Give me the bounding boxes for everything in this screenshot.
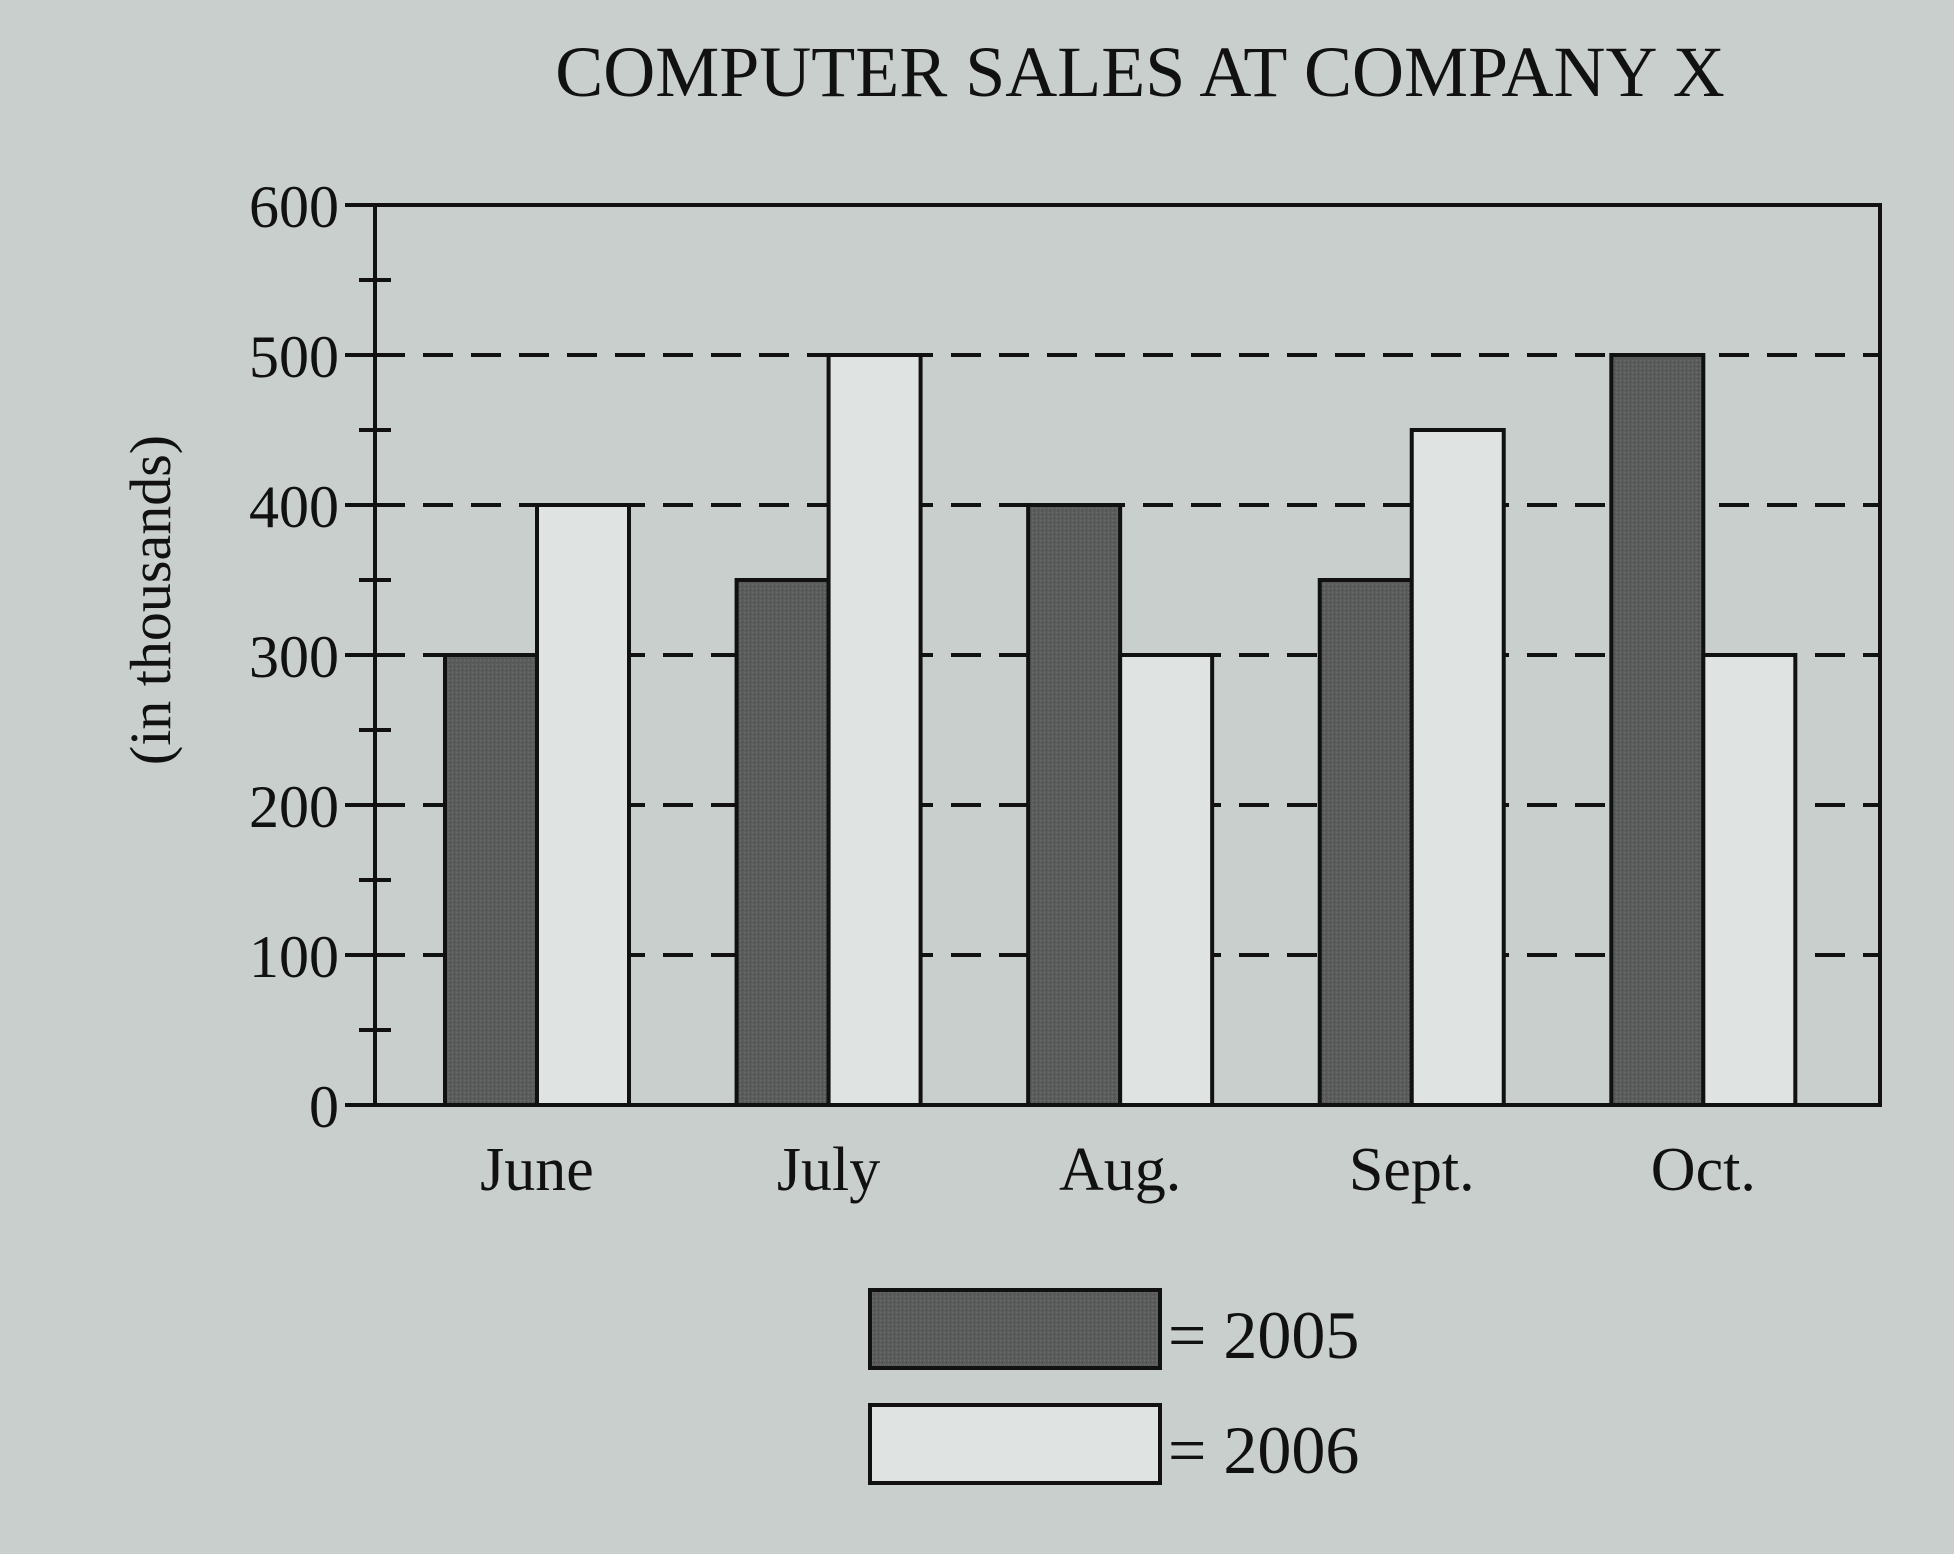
y-tick-label-500: 500 — [249, 324, 339, 390]
bars — [443, 353, 1798, 1107]
bar-2005-sept — [1317, 578, 1414, 1107]
bar-2005-july — [734, 578, 831, 1107]
y-tick-label-200: 200 — [249, 774, 339, 840]
y-tick-label-0: 0 — [309, 1074, 339, 1140]
bar-2006-aug — [1118, 653, 1215, 1107]
bar-2006-june — [535, 503, 631, 1107]
legend: = 2005 = 2006 — [868, 1288, 1359, 1488]
legend-swatch-2005 — [868, 1288, 1162, 1370]
y-axis-label: (in thousands) — [118, 435, 183, 765]
chart-title: COMPUTER SALES AT COMPANY X — [555, 32, 1725, 112]
legend-label-2006: = 2006 — [1168, 1412, 1359, 1488]
legend-swatch-2006 — [868, 1403, 1162, 1485]
y-tick-label-600: 600 — [249, 174, 339, 240]
x-label-july: July — [777, 1136, 880, 1204]
bar-2005-aug — [1026, 503, 1123, 1107]
bar-2006-sept — [1409, 428, 1506, 1107]
y-tick-label-100: 100 — [249, 924, 339, 990]
legend-label-2005: = 2005 — [1168, 1297, 1359, 1373]
x-label-aug: Aug. — [1059, 1136, 1181, 1204]
bar-2006-oct — [1701, 653, 1798, 1107]
y-tick-label-400: 400 — [249, 474, 339, 540]
x-label-june: June — [480, 1136, 594, 1204]
bar-2005-oct — [1609, 353, 1706, 1107]
bar-2006-july — [826, 353, 923, 1107]
x-label-oct: Oct. — [1651, 1136, 1756, 1204]
bar-2005-june — [443, 653, 539, 1107]
y-axis: 0 100 200 300 400 500 600 — [249, 174, 391, 1140]
x-axis-labels: June July Aug. Sept. Oct. — [480, 1136, 1756, 1204]
y-tick-label-300: 300 — [249, 624, 339, 690]
x-label-sept: Sept. — [1349, 1136, 1475, 1204]
